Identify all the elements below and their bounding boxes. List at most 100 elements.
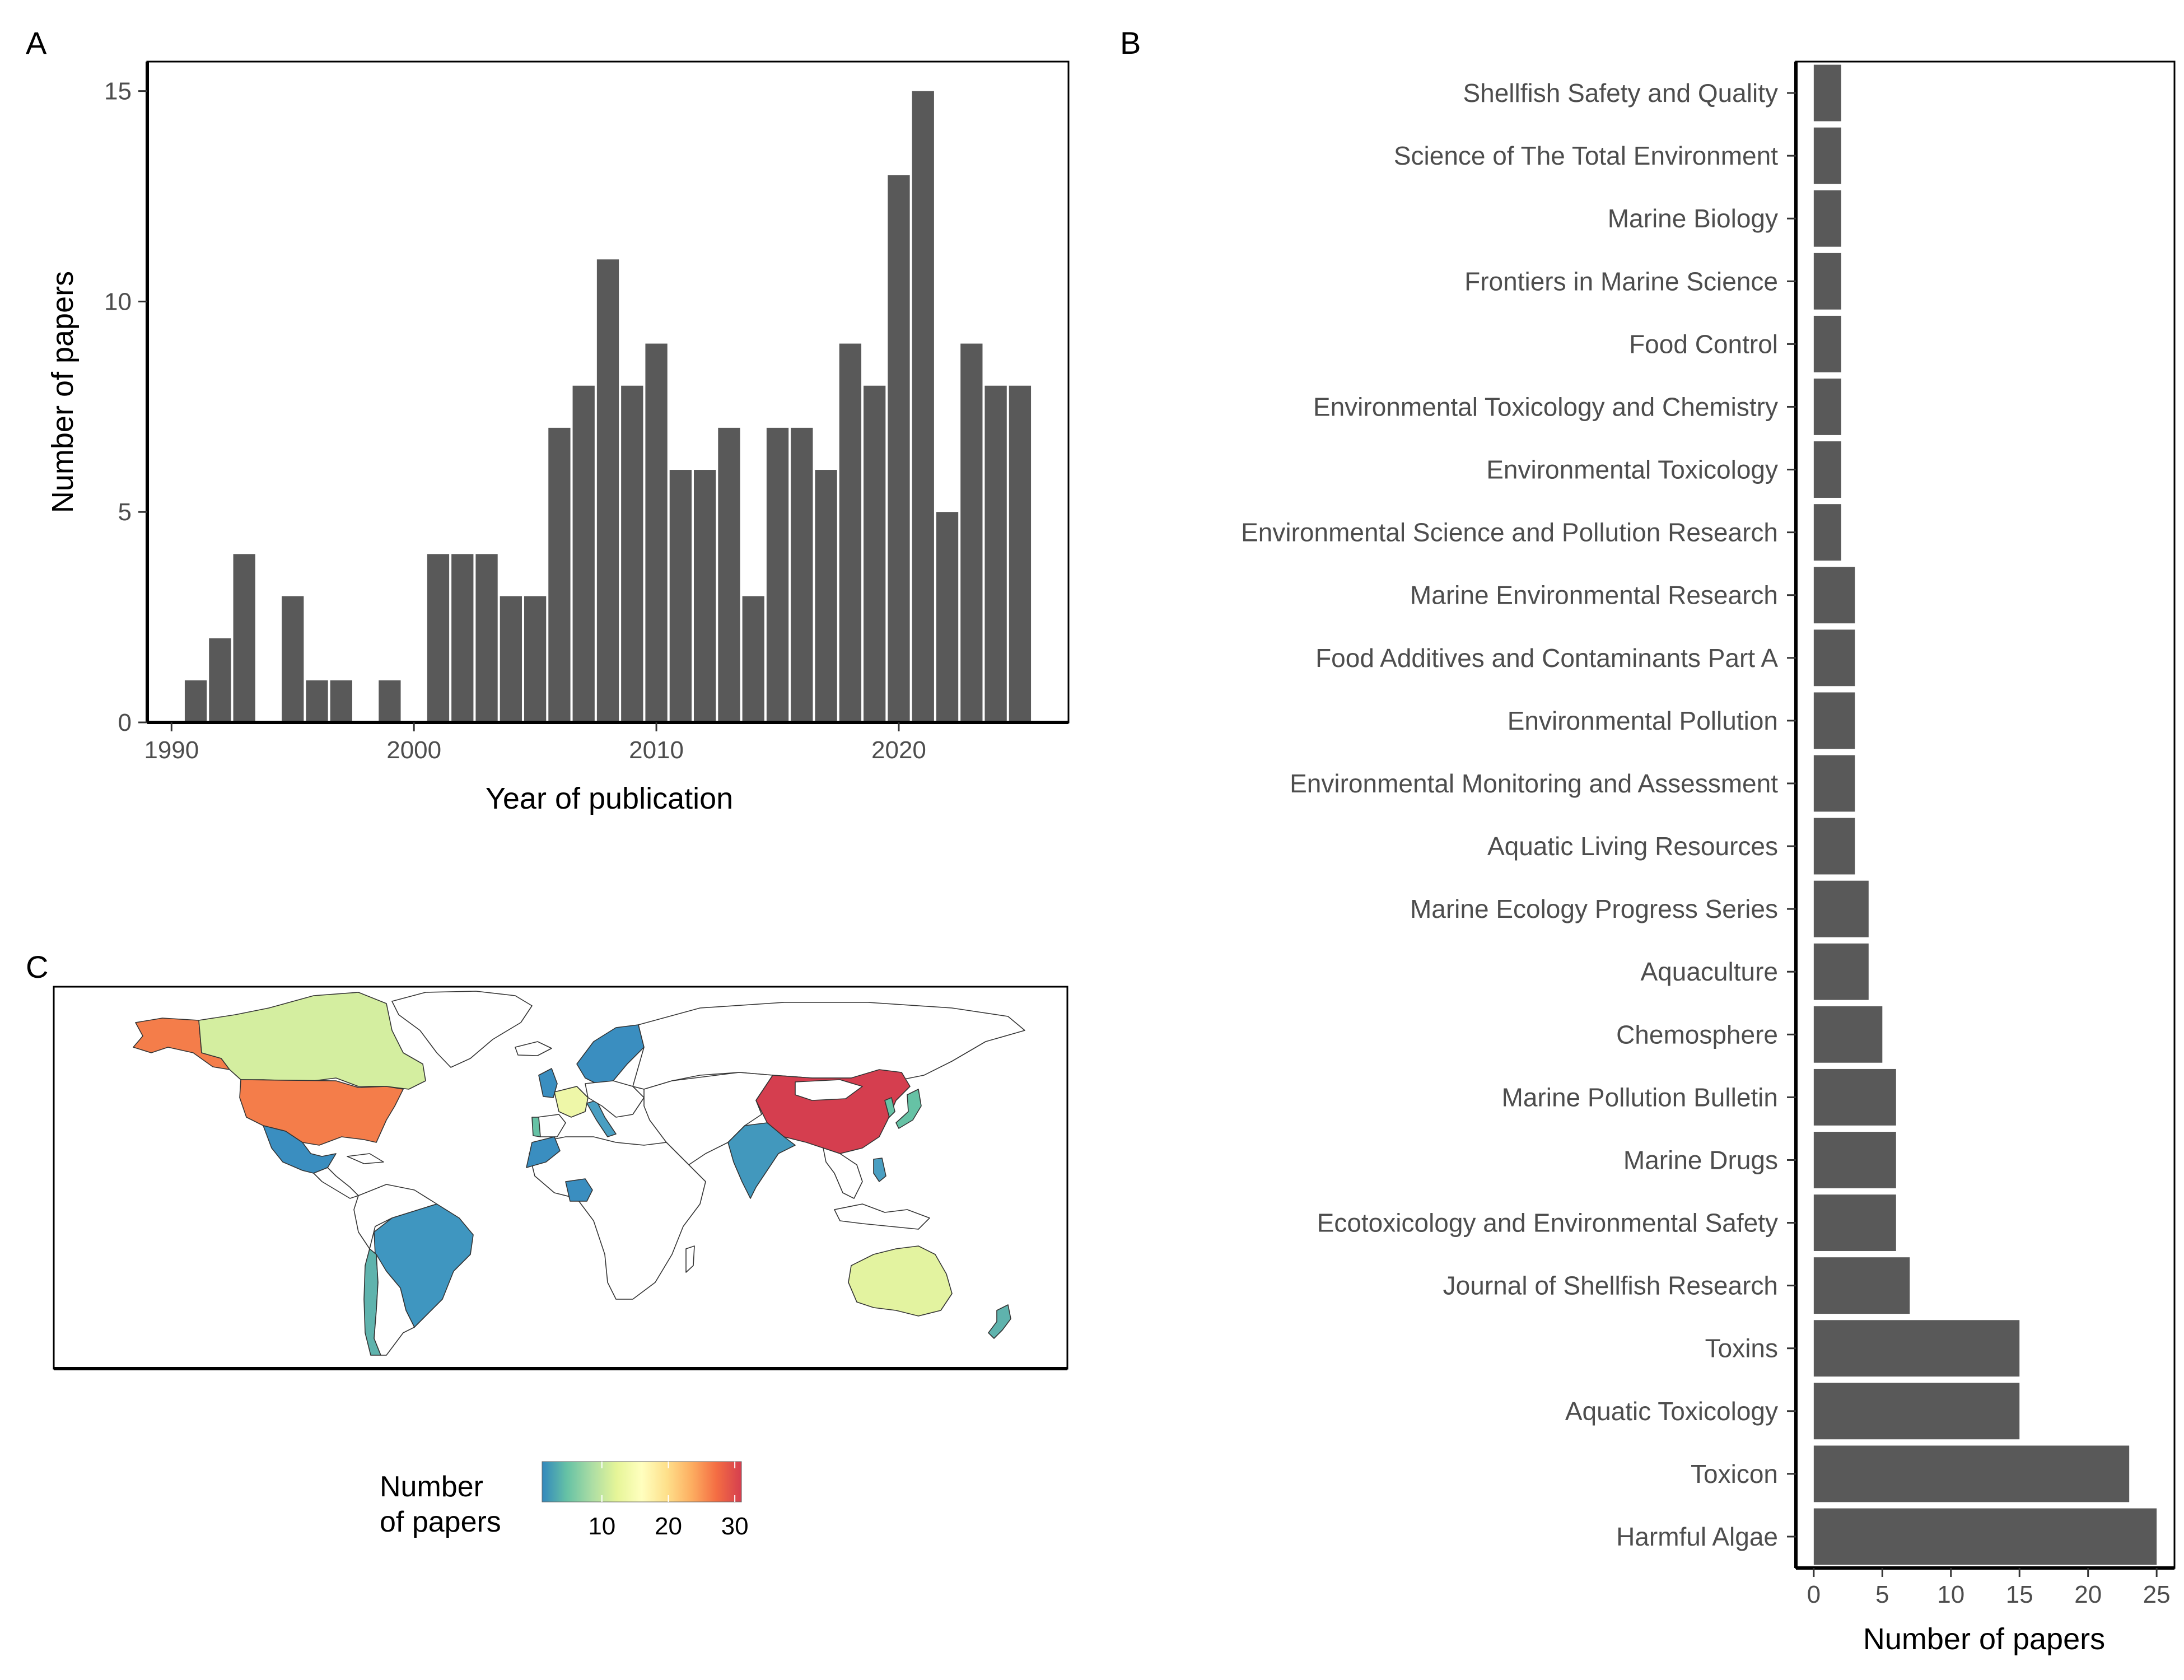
panel-a-y-tick-label: 10 (104, 288, 132, 315)
panel-b-category-label: Environmental Pollution (1508, 706, 1778, 735)
region-portugal (531, 1117, 541, 1137)
region-philippines (873, 1158, 886, 1182)
panel-a-bars (184, 91, 1032, 723)
panel-b-category-label: Toxins (1705, 1334, 1778, 1363)
panel-a-bar (960, 343, 983, 722)
panel-a-y-tick-label: 5 (118, 498, 132, 526)
panel-a-x-tick-label: 1990 (144, 736, 199, 764)
region-central-europe (585, 1080, 645, 1118)
panel-b-bar (1813, 64, 1841, 122)
panel-b-category-label: Food Control (1629, 329, 1778, 358)
map-land (133, 991, 1025, 1356)
panel-b-bar (1813, 315, 1841, 372)
panel-b-x-axis-title: Number of papers (1863, 1622, 2105, 1656)
panel-b-bar (1813, 755, 1855, 812)
panel-a-bar (645, 343, 668, 722)
panel-b-category-label: Aquatic Toxicology (1565, 1397, 1778, 1426)
panel-a-bar (524, 596, 547, 722)
region-madagascar (685, 1245, 695, 1273)
panel-b-category-label: Aquaculture (1641, 957, 1779, 986)
panel-b-category-label: Environmental Monitoring and Assessment (1290, 769, 1778, 798)
panel-b-category-label: Food Additives and Contaminants Part A (1315, 643, 1778, 673)
panel-a-bar (451, 554, 474, 722)
panel-a-bar (209, 638, 231, 722)
panel-a-bar (984, 385, 1007, 722)
panel-a-bar (233, 554, 255, 722)
legend-tick-label: 20 (655, 1513, 682, 1540)
panel-b-bar (1813, 1194, 1896, 1251)
region-greenland (391, 991, 533, 1068)
panel-a-bar (912, 91, 934, 723)
panel-a-axes: 0 5 10 15 1990 2000 2010 2020 (104, 60, 1070, 764)
panel-b-bar (1813, 880, 1869, 937)
region-africa (529, 1136, 706, 1300)
panel-b-bar (1813, 441, 1841, 498)
panel-b-category-label: Frontiers in Marine Science (1464, 267, 1778, 296)
region-australia (848, 1245, 953, 1317)
legend-colorbar (542, 1461, 742, 1502)
panel-b-x-tick-label: 0 (1807, 1581, 1821, 1608)
region-japan (895, 1089, 922, 1129)
panel-b-bar (1813, 1445, 2130, 1502)
panel-a-bar (184, 680, 207, 722)
panel-a-bar (330, 680, 352, 722)
region-india (727, 1122, 796, 1199)
panel-b-bar (1813, 127, 1841, 184)
panel-a-chart: 0 5 10 15 1990 2000 2010 2020 Year of publicati… (46, 60, 1070, 815)
panel-a-bar (718, 427, 740, 722)
region-mexico (263, 1125, 337, 1174)
panel-a-bar (572, 385, 595, 722)
panel-a-bar (282, 596, 304, 722)
panel-b-category-label: Chemosphere (1616, 1020, 1778, 1049)
region-argentina (374, 1254, 415, 1356)
panel-b-category-label: Marine Ecology Progress Series (1410, 894, 1778, 923)
panel-a-x-axis-title: Year of publication (486, 782, 733, 815)
panel-a-bar (596, 259, 619, 722)
panel-b-bar (1813, 629, 1855, 687)
panel-a-bar (500, 596, 522, 722)
panel-b-category-label: Shellfish Safety and Quality (1463, 78, 1778, 108)
map-color-legend: Number of papers 10 20 30 (380, 1461, 749, 1540)
panel-a-bar (475, 554, 498, 722)
region-nigeria (565, 1178, 593, 1202)
panel-a-x-tick-label: 2020 (871, 736, 926, 764)
panel-b-category-label: Environmental Science and Pollution Rese… (1241, 518, 1778, 547)
region-mongolia (795, 1079, 863, 1101)
panel-b-category-label: Harmful Algae (1616, 1522, 1778, 1551)
panel-a-x-tick-label: 2010 (629, 736, 684, 764)
panel-letter-c: C (26, 949, 48, 984)
legend-title-line-1: Number (380, 1471, 483, 1503)
panel-b-bar (1813, 379, 1841, 435)
panel-a-y-tick-label: 15 (104, 78, 132, 105)
panel-a-bar (1009, 385, 1032, 722)
panel-a-bar (427, 554, 450, 722)
legend-tick-label: 30 (721, 1513, 749, 1540)
panel-b-x-tick-label: 5 (1875, 1581, 1889, 1608)
region-southeast-asia (823, 1147, 863, 1199)
panel-a-bar (791, 427, 813, 722)
panel-b-category-label: Science of The Total Environment (1394, 141, 1778, 170)
panel-a-bar (621, 385, 643, 722)
panel-b-category-label: Environmental Toxicology and Chemistry (1313, 392, 1778, 421)
panel-a-bar (742, 596, 764, 722)
panel-b-category-label: Aquatic Living Resources (1487, 832, 1778, 861)
panel-b-category-label: Toxicon (1691, 1459, 1778, 1488)
panel-b-x-tick-label: 10 (1937, 1581, 1964, 1608)
region-morocco (526, 1136, 561, 1168)
panel-c-world-map (53, 986, 1068, 1370)
panel-b-category-label: Environmental Toxicology (1486, 455, 1778, 484)
panel-letter-b: B (1120, 25, 1141, 60)
panel-a-x-tick-label: 2000 (386, 736, 441, 764)
region-scandinavia (576, 1024, 645, 1084)
region-iceland (515, 1041, 552, 1056)
panel-b-bar (1813, 253, 1841, 310)
region-indonesia (834, 1203, 930, 1230)
panel-b-x-tick-label: 15 (2006, 1581, 2033, 1608)
legend-tick-label: 10 (588, 1513, 615, 1540)
panel-b-bar (1813, 1068, 1896, 1126)
panel-b-bar (1813, 943, 1869, 1000)
panel-a-bar (306, 680, 328, 722)
region-united-states (239, 1079, 404, 1146)
panel-a-bar (936, 512, 959, 722)
